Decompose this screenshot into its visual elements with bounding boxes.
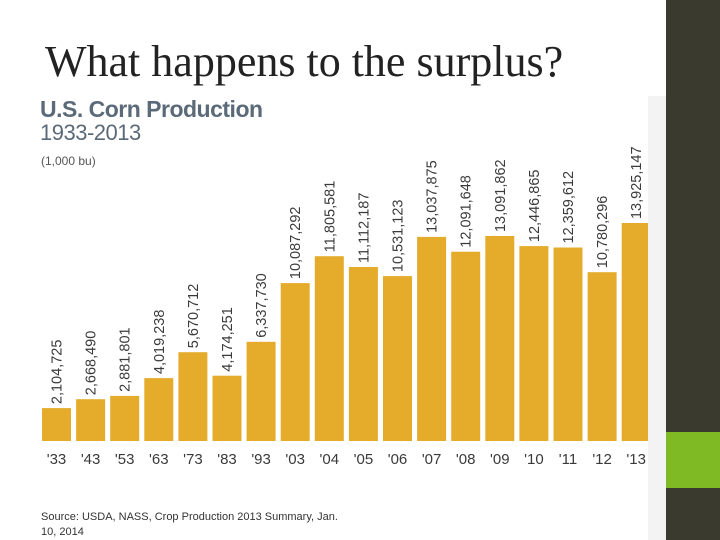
- chart-panel-edge: [647, 96, 666, 540]
- chart-title: U.S. Corn Production: [40, 96, 263, 122]
- chart-source-note: Source: USDA, NASS, Crop Production 2013…: [41, 511, 338, 538]
- bar-value-label-17: 13,925,147: [629, 146, 645, 219]
- bar-8: [314, 256, 344, 441]
- x-tick-label-13: '09: [490, 451, 510, 468]
- bar-value-label-0: 2,104,725: [50, 340, 66, 405]
- bar-value-label-10: 10,531,123: [391, 200, 407, 273]
- bar-value-label-7: 10,087,292: [288, 207, 304, 280]
- bar-13: [485, 236, 515, 441]
- bar-3: [144, 378, 174, 441]
- x-tick-label-17: '13: [626, 451, 646, 468]
- bar-11: [417, 236, 447, 441]
- bar-2: [110, 395, 140, 441]
- bar-17: [621, 223, 648, 441]
- bar-9: [348, 267, 378, 441]
- bar-chart: 2,104,725 '33 2,668,490 '43 2,881,801 '53 4,01…: [42, 146, 648, 468]
- slide-title: What happens to the surplus?: [45, 37, 564, 86]
- x-tick-label-2: '53: [115, 451, 135, 468]
- chart-subtitle: 1933-2013: [40, 120, 141, 145]
- x-tick-label-16: '12: [592, 451, 612, 468]
- x-tick-label-9: '05: [354, 451, 374, 468]
- x-tick-label-10: '06: [388, 451, 408, 468]
- chart-panel: U.S. Corn Production 1933-2013 (1,000 bu…: [38, 96, 648, 540]
- bar-value-label-15: 12,359,612: [561, 171, 577, 244]
- bar-5: [212, 375, 242, 441]
- bar-value-label-14: 12,446,865: [527, 170, 543, 243]
- x-tick-label-12: '08: [456, 451, 476, 468]
- bar-6: [246, 341, 276, 441]
- x-tick-label-7: '03: [285, 451, 305, 468]
- x-tick-label-3: '63: [149, 451, 169, 468]
- x-tick-label-8: '04: [320, 451, 340, 468]
- bar-0: [42, 408, 71, 441]
- bar-value-label-6: 6,337,730: [254, 273, 270, 338]
- bar-value-label-12: 12,091,648: [459, 175, 475, 248]
- bar-15: [553, 247, 583, 441]
- bar-12: [451, 251, 481, 441]
- bar-1: [76, 399, 106, 441]
- bar-16: [587, 272, 617, 441]
- x-tick-label-1: '43: [81, 451, 101, 468]
- bar-value-label-3: 4,019,238: [152, 310, 168, 375]
- x-tick-label-4: '73: [183, 451, 203, 468]
- x-tick-label-11: '07: [422, 451, 442, 468]
- bar-value-label-11: 13,037,875: [425, 160, 441, 233]
- x-tick-label-0: '33: [47, 451, 67, 468]
- x-tick-label-6: '93: [251, 451, 271, 468]
- bar-value-label-5: 4,174,251: [220, 307, 236, 372]
- bar-value-label-9: 11,112,187: [356, 193, 372, 263]
- bar-value-label-8: 11,805,581: [322, 181, 338, 253]
- bar-value-label-4: 5,670,712: [186, 284, 202, 349]
- x-tick-label-5: '83: [217, 451, 237, 468]
- x-tick-label-15: '11: [559, 451, 577, 468]
- bar-10: [383, 276, 412, 441]
- x-tick-label-14: '10: [524, 451, 544, 468]
- bar-value-label-16: 10,780,296: [595, 196, 611, 269]
- bar-value-label-1: 2,668,490: [84, 331, 100, 396]
- bar-7: [280, 283, 310, 441]
- bar-value-label-2: 2,881,801: [118, 327, 134, 392]
- bar-value-label-13: 13,091,862: [493, 159, 509, 232]
- chart-units: (1,000 bu): [41, 154, 96, 168]
- side-accent-block: [666, 432, 720, 488]
- bar-14: [519, 246, 549, 441]
- bar-4: [178, 352, 208, 441]
